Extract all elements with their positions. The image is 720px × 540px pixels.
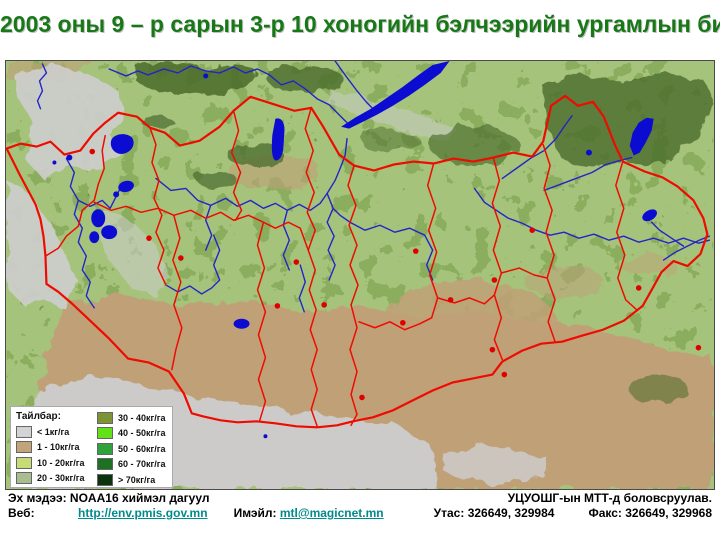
footer-right: УЦУОШГ-ын МТТ-д боловсруулав. Утас: 3266… — [434, 491, 712, 521]
fax-label: Факс: — [588, 506, 622, 520]
boundaries-layer — [6, 94, 709, 429]
legend-label: 30 - 40кг/га — [117, 412, 166, 423]
legend-swatch — [16, 441, 32, 454]
page-title: 2003 оны 9 – р сарын 3-р 10 хоногийн бэл… — [0, 11, 720, 37]
legend-swatch — [16, 456, 32, 469]
legend-row: 50 - 60кг/га — [96, 441, 170, 457]
legend-swatch — [96, 411, 113, 424]
legend-swatch — [96, 458, 113, 471]
legend-row: > 70кг/га — [96, 472, 170, 488]
credit-text: УЦУОШГ-ын МТТ-д боловсруулав. — [507, 491, 712, 505]
lakes-layer — [52, 61, 657, 439]
biomass-map: Тайлбар: < 1кг/га 1 - 10кг/га 10 - 20кг/… — [5, 60, 715, 490]
legend-row: 10 - 20кг/га — [16, 455, 95, 471]
legend-swatch — [96, 473, 113, 486]
legend-row: < 1кг/га — [16, 424, 95, 440]
legend-swatch — [16, 425, 32, 438]
email-link[interactable]: mtl@magicnet.mn — [279, 506, 384, 520]
legend-row: 40 - 50кг/га — [96, 426, 170, 442]
legend-label: 40 - 50кг/га — [117, 428, 166, 439]
legend-column-right: 30 - 40кг/га 40 - 50кг/га 50 - 60кг/га 6… — [96, 410, 170, 488]
legend-row: 20 - 30кг/га — [16, 471, 95, 487]
legend-box: Тайлбар: < 1кг/га 1 - 10кг/га 10 - 20кг/… — [10, 406, 173, 488]
phone-value: 326649, 329984 — [467, 506, 555, 520]
legend-label: < 1кг/га — [37, 426, 70, 437]
legend-label: > 70кг/га — [117, 474, 156, 485]
footer-left: Эх мэдээ: NOAA16 хиймэл дагуул Веб: http:… — [8, 491, 384, 521]
legend-label: 60 - 70кг/га — [117, 459, 166, 470]
legend-row: 1 - 10кг/га — [16, 440, 95, 456]
legend-label: 20 - 30кг/га — [37, 473, 85, 484]
markers-layer — [89, 148, 702, 401]
legend-label: 1 - 10кг/га — [37, 442, 80, 453]
legend-row: 60 - 70кг/га — [96, 457, 170, 473]
fax-value: 326649, 329968 — [625, 506, 712, 520]
legend-label: 50 - 60кг/га — [117, 443, 166, 454]
map-image — [6, 61, 714, 489]
legend-title: Тайлбар: — [16, 411, 61, 422]
legend-column-left: < 1кг/га 1 - 10кг/га 10 - 20кг/га 20 - 3… — [16, 424, 95, 486]
rivers-layer — [36, 61, 711, 313]
email-label: Имэйл: — [233, 506, 277, 520]
source-text: Эх мэдээ: NOAA16 хиймэл дагуул — [8, 491, 210, 505]
legend-row: 30 - 40кг/га — [96, 410, 170, 426]
web-link[interactable]: http://env.pmis.gov.mn — [78, 506, 208, 520]
web-label: Веб: — [8, 506, 35, 520]
legend-swatch — [16, 472, 32, 485]
legend-swatch — [96, 427, 113, 440]
legend-label: 10 - 20кг/га — [37, 457, 85, 468]
phone-label: Утас: — [433, 506, 465, 520]
legend-swatch — [96, 442, 113, 455]
